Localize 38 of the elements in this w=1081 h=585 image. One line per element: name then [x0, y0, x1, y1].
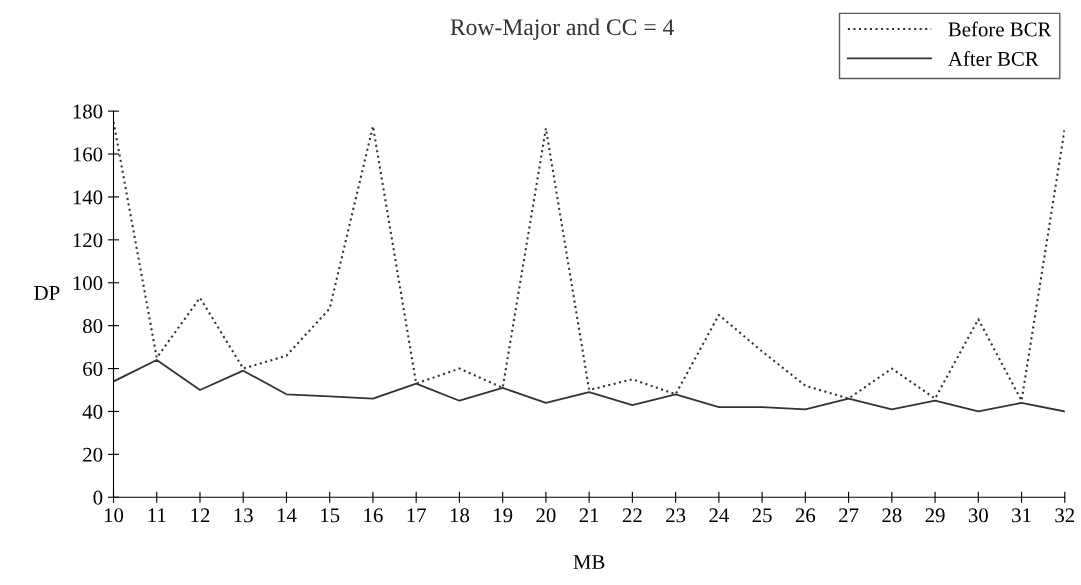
x-tick-label: 12	[191, 508, 210, 523]
x-tick-label: 21	[579, 508, 599, 523]
x-tick-label: 26	[795, 508, 816, 523]
x-tick-label: 30	[968, 508, 988, 523]
chart-title: Row-Major and CC = 4	[450, 18, 674, 40]
x-tick-label: 15	[321, 508, 340, 523]
x-tick-label: 27	[839, 508, 859, 523]
x-tick-label: 10	[104, 508, 124, 523]
x-tick-label: 24	[709, 508, 729, 523]
x-tick-label: 11	[148, 508, 166, 523]
y-tick-label: 80	[83, 319, 103, 334]
x-tick-label: 23	[666, 508, 686, 523]
x-tick-label: 32	[1055, 508, 1075, 523]
y-tick-label: 140	[73, 190, 103, 205]
y-axis-title: DP	[34, 286, 60, 300]
x-tick-label: 17	[407, 508, 426, 523]
y-tick-label: 0	[93, 490, 103, 505]
y-tick-label: 100	[73, 276, 103, 291]
x-tick-label: 14	[277, 508, 297, 523]
y-tick-label: 160	[73, 147, 103, 162]
y-tick-label: 120	[73, 233, 103, 248]
x-tick-label: 31	[1012, 508, 1031, 523]
x-tick-label: 18	[450, 508, 470, 523]
x-tick-label: 19	[494, 508, 513, 523]
x-tick-label: 20	[536, 508, 556, 523]
x-tick-label: 13	[234, 508, 253, 523]
x-tick-label: 25	[752, 508, 772, 523]
x-tick-label: 28	[882, 508, 902, 523]
y-tick-label: 20	[83, 447, 103, 462]
x-axis-title: MB	[573, 555, 605, 569]
y-tick-label: 40	[82, 404, 103, 419]
y-tick-label: 60	[83, 361, 103, 376]
y-tick-label: 180	[73, 104, 103, 119]
legend-label: After BCR	[948, 51, 1039, 66]
x-tick-label: 29	[925, 508, 945, 523]
legend-label: Before BCR	[948, 21, 1052, 37]
x-tick-label: 22	[622, 508, 642, 523]
x-tick-label: 16	[364, 508, 383, 523]
